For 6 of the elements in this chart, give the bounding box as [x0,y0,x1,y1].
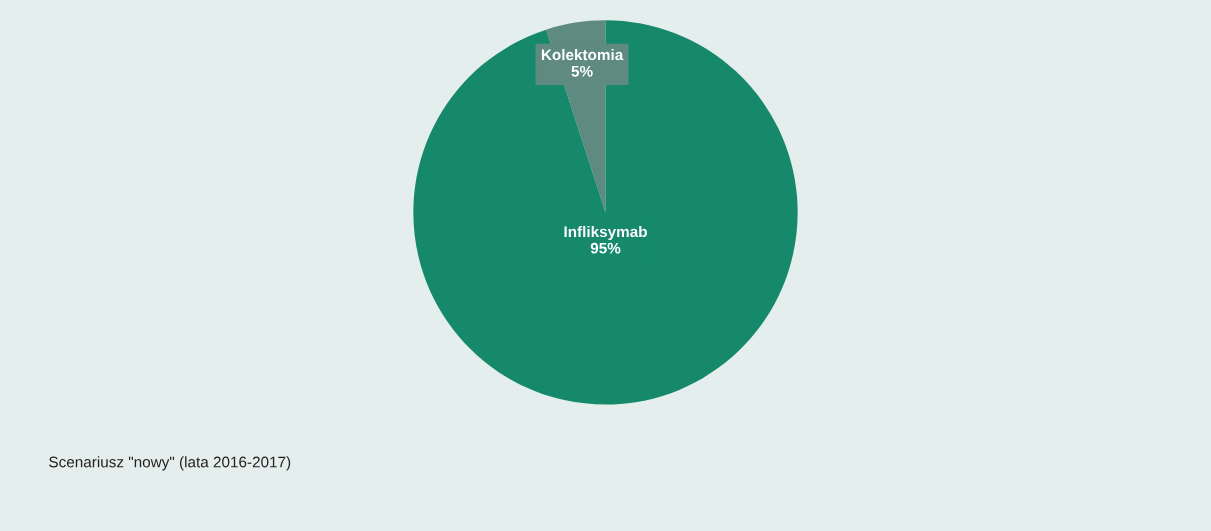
pie-slice [413,20,798,405]
data-label: 5% [571,65,593,77]
slice-label: Kolektomia [541,49,624,61]
slice-label: Infliksymab [564,225,647,241]
data-label: 95% [590,242,621,254]
text: Scenariusz "nowy" (lata 2016-2017) [49,456,291,471]
